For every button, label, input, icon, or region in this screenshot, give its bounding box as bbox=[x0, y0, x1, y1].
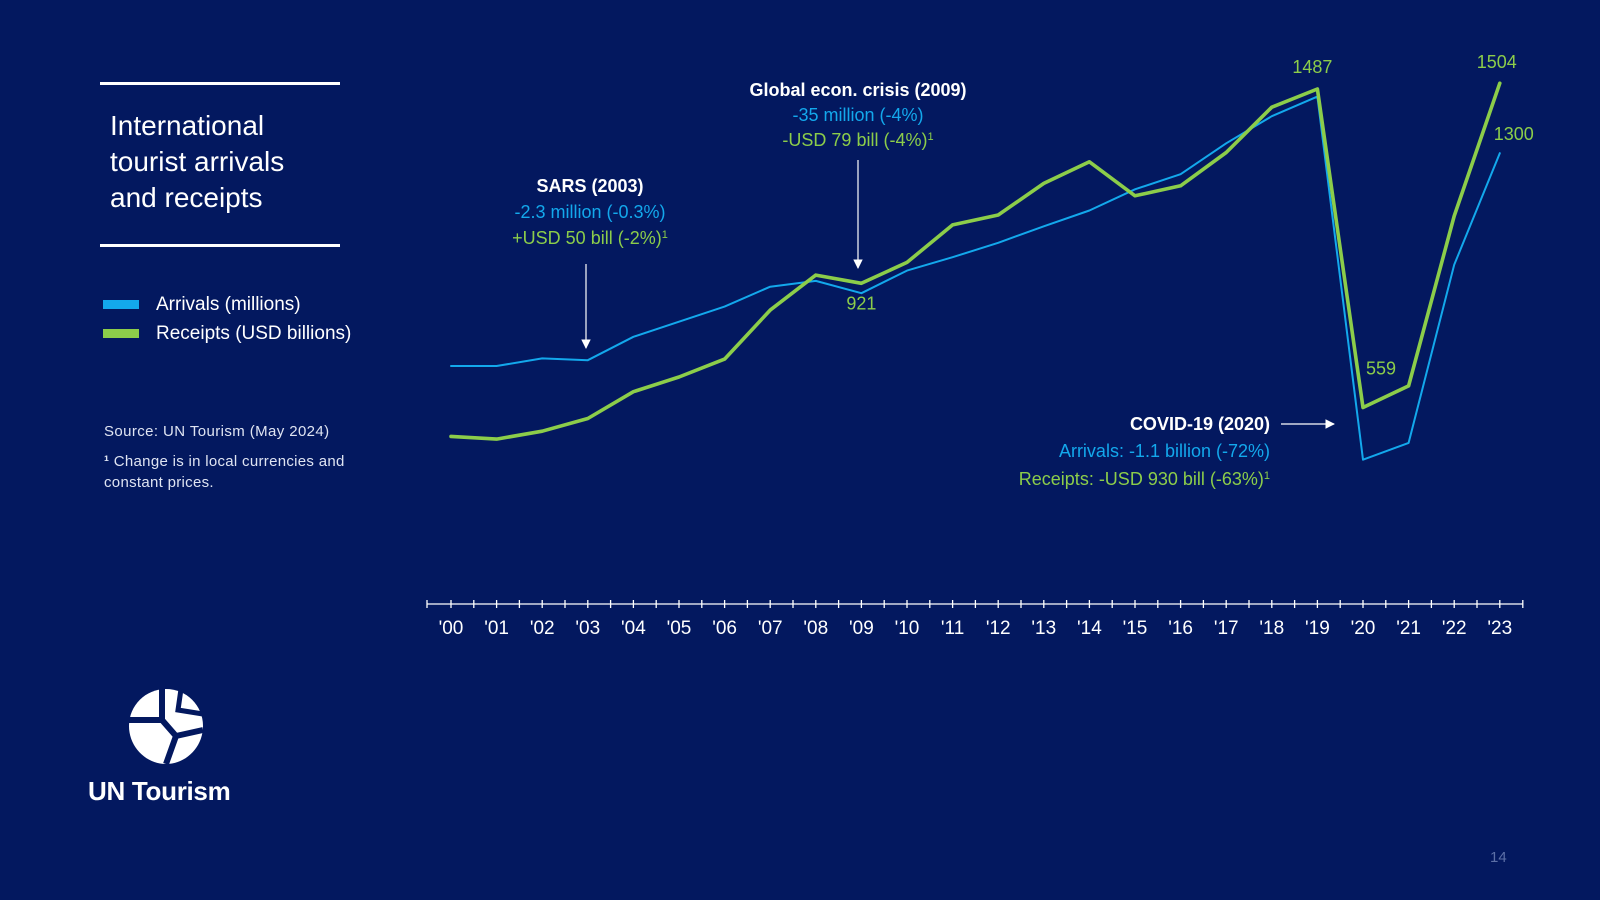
x-tick-label: '10 bbox=[895, 618, 920, 639]
un-tourism-logo-icon bbox=[129, 688, 204, 766]
annotation-crisis-receipts: -USD 79 bill (-4%)1 bbox=[782, 130, 933, 150]
receipts-line bbox=[449, 81, 1502, 441]
data-label: 559 bbox=[1366, 359, 1396, 379]
x-tick-label: '13 bbox=[1031, 618, 1056, 639]
x-tick-label: '20 bbox=[1351, 618, 1376, 639]
annotation-covid-receipts: Receipts: -USD 930 bill (-63%)1 bbox=[1019, 469, 1270, 489]
data-label: 1300 bbox=[1494, 124, 1534, 144]
receipts-swatch bbox=[103, 329, 139, 338]
annotation-sars: SARS (2003) -2.3 million (-0.3%) +USD 50… bbox=[512, 176, 668, 349]
x-tick-label: '04 bbox=[621, 618, 646, 639]
arrivals-swatch bbox=[103, 300, 139, 309]
x-tick-label: '12 bbox=[986, 618, 1011, 639]
x-tick-label: '00 bbox=[439, 618, 464, 639]
title-line-2: tourist arrivals bbox=[110, 146, 285, 177]
page-number: 14 bbox=[1490, 849, 1507, 866]
x-tick-label: '06 bbox=[712, 618, 737, 639]
arrivals-line bbox=[450, 95, 1501, 461]
data-label: 1487 bbox=[1292, 57, 1332, 77]
x-tick-label: '09 bbox=[849, 618, 874, 639]
logo-wordmark: UN Tourism bbox=[88, 776, 231, 806]
annotation-crisis-arrivals: -35 million (-4%) bbox=[792, 105, 923, 125]
title-line-1: International bbox=[110, 110, 265, 141]
page-title: International tourist arrivals and recei… bbox=[110, 108, 350, 216]
annotation-sars-receipts: +USD 50 bill (-2%)1 bbox=[512, 228, 668, 248]
x-tick-label: '07 bbox=[758, 618, 783, 639]
annotation-covid-arrivals: Arrivals: -1.1 billion (-72%) bbox=[1059, 441, 1270, 461]
source-note: Source: UN Tourism (May 2024) bbox=[104, 423, 330, 440]
x-tick-label: '15 bbox=[1123, 618, 1148, 639]
x-tick-label: '08 bbox=[803, 618, 828, 639]
title-top-rule bbox=[100, 82, 340, 85]
legend-item-arrivals: Arrivals (millions) bbox=[103, 290, 351, 319]
title-line-3: and receipts bbox=[110, 182, 263, 213]
x-axis: '00 '01 '02 '03 '04 '05 '06 '07 '08 '09 '10 '11 '12 '… bbox=[426, 600, 1524, 639]
x-tick-label: '01 bbox=[484, 618, 509, 639]
annotation-crisis-title: Global econ. crisis (2009) bbox=[749, 80, 966, 100]
x-tick-label: '05 bbox=[667, 618, 692, 639]
legend-item-receipts: Receipts (USD billions) bbox=[103, 319, 351, 348]
footnote-text: Change is in local currencies and consta… bbox=[104, 453, 345, 491]
data-label: 1504 bbox=[1477, 52, 1517, 72]
footnote: ¹ Change is in local currencies and cons… bbox=[104, 451, 364, 493]
x-tick-label: '14 bbox=[1077, 618, 1102, 639]
x-tick-label: '21 bbox=[1396, 618, 1421, 639]
x-tick-label: '19 bbox=[1305, 618, 1330, 639]
x-tick-label: '23 bbox=[1487, 618, 1512, 639]
annotation-sars-arrivals: -2.3 million (-0.3%) bbox=[514, 202, 665, 222]
series-lines bbox=[449, 81, 1502, 461]
x-tick-label: '17 bbox=[1214, 618, 1239, 639]
point-labels: 921 1487 559 1504 1300 bbox=[846, 52, 1533, 378]
legend-label-receipts: Receipts (USD billions) bbox=[156, 322, 352, 344]
annotation-covid: COVID-19 (2020) Arrivals: -1.1 billion (… bbox=[1019, 414, 1335, 489]
footnote-mark: ¹ bbox=[104, 453, 110, 470]
x-tick-label: '16 bbox=[1168, 618, 1193, 639]
legend-label-arrivals: Arrivals (millions) bbox=[156, 293, 301, 315]
data-label: 921 bbox=[846, 293, 876, 313]
x-tick-label: '22 bbox=[1442, 618, 1467, 639]
x-tick-label: '18 bbox=[1259, 618, 1284, 639]
annotation-crisis: Global econ. crisis (2009) -35 million (… bbox=[749, 80, 967, 269]
x-tick-label: '03 bbox=[575, 618, 600, 639]
annotation-sars-title: SARS (2003) bbox=[536, 176, 643, 196]
chart-legend: Arrivals (millions) Receipts (USD billio… bbox=[103, 290, 351, 348]
annotation-covid-title: COVID-19 (2020) bbox=[1130, 414, 1270, 434]
title-bottom-rule bbox=[100, 244, 340, 247]
x-tick-label: '11 bbox=[941, 618, 964, 639]
x-tick-label: '02 bbox=[530, 618, 555, 639]
